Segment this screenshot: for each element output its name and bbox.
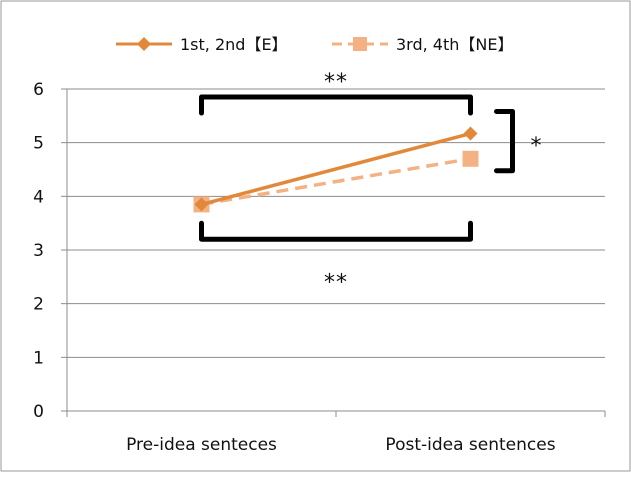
y-tick-label: 3 (33, 241, 44, 261)
legend-marker-diamond (137, 37, 151, 51)
y-tick-label: 0 (33, 402, 44, 422)
gridlines (67, 88, 605, 358)
legend-label-1: 1st, 2nd【E】 (180, 35, 288, 54)
bottom-bracket (199, 220, 473, 242)
side-significance-label: * (531, 134, 543, 159)
data-point-diamond (194, 197, 209, 212)
legend-entry-1: 1st, 2nd【E】 (116, 35, 288, 54)
y-tick-label: 2 (33, 295, 44, 315)
x-category-label: Pre-idea senteces (126, 435, 277, 455)
legend-entry-2: 3rd, 4th【NE】 (332, 35, 513, 54)
y-tick-label: 4 (33, 187, 44, 207)
legend-marker-square (353, 37, 367, 51)
legend-label-2: 3rd, 4th【NE】 (396, 35, 513, 54)
y-tick-labels: 0 1 2 3 4 5 6 (33, 80, 44, 422)
bottom-significance-label: ** (324, 270, 348, 295)
data-point-square (462, 150, 479, 167)
legend: 1st, 2nd【E】 3rd, 4th【NE】 (116, 35, 513, 54)
axes (61, 88, 606, 417)
series-line-1 (201, 131, 471, 207)
data-point-diamond (463, 126, 478, 141)
data-series (193, 126, 479, 213)
significance-brackets: ***** (199, 70, 543, 295)
y-tick-label: 5 (33, 134, 44, 154)
side-bracket (494, 109, 515, 174)
x-category-labels: Pre-idea senteces Post-idea sentences (126, 435, 556, 455)
top-significance-label: ** (324, 70, 348, 95)
top-bracket (199, 94, 473, 116)
y-tick-label: 6 (33, 80, 44, 100)
y-tick-label: 1 (33, 348, 44, 368)
x-category-label: Post-idea sentences (385, 435, 555, 455)
series-line-2 (201, 157, 471, 207)
